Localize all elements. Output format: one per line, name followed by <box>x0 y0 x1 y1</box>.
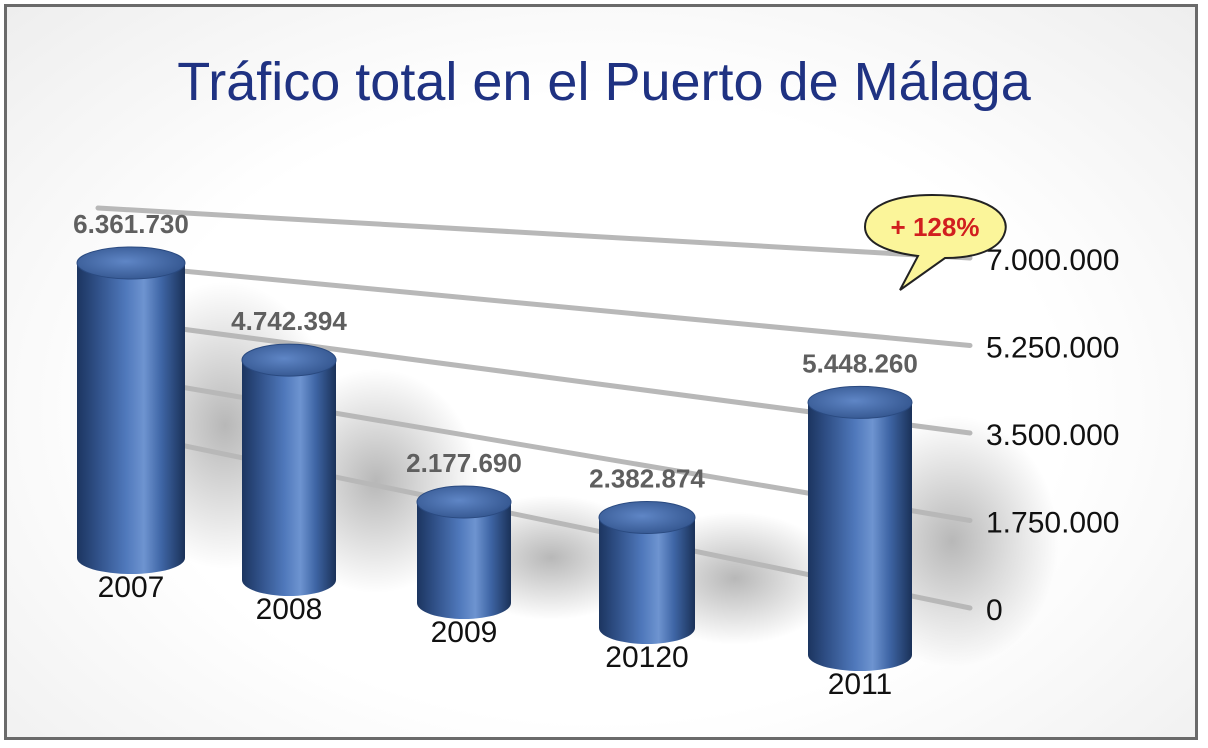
y-tick-label: 7.000.000 <box>986 244 1119 277</box>
y-tick-label: 0 <box>986 594 1003 627</box>
bar-body <box>417 502 511 619</box>
bar-top <box>76 246 186 280</box>
category-label: 2009 <box>431 616 498 649</box>
value-label: 4.742.394 <box>231 306 347 336</box>
y-tick-label: 5.250.000 <box>986 332 1119 365</box>
y-axis-ticks: 0 1.750.000 3.500.000 5.250.000 7.000.000 <box>986 244 1119 627</box>
bars <box>76 246 913 671</box>
bar-body <box>599 517 695 644</box>
bar <box>598 501 696 644</box>
value-label: 2.177.690 <box>406 448 522 478</box>
bar <box>807 385 913 671</box>
bar <box>76 246 186 574</box>
callout-text: + 128% <box>891 212 980 242</box>
category-labels: 2007 2008 2009 20120 2011 <box>98 571 893 701</box>
category-label: 2008 <box>256 593 323 626</box>
value-label: 5.448.260 <box>802 348 918 378</box>
gridline <box>95 205 973 261</box>
bar-body <box>808 402 912 671</box>
y-tick-label: 1.750.000 <box>986 507 1119 540</box>
bar-top <box>807 385 913 419</box>
bar-top <box>598 501 696 535</box>
category-label: 20120 <box>605 641 688 674</box>
bar <box>241 343 337 596</box>
bar-top <box>416 485 512 519</box>
chart-title: Tráfico total en el Puerto de Málaga <box>177 52 1031 112</box>
value-labels: 6.361.730 4.742.394 2.177.690 2.382.874 5.44… <box>73 209 918 494</box>
gridline <box>95 260 973 348</box>
value-label: 6.361.730 <box>73 209 189 239</box>
category-label: 2007 <box>98 571 165 604</box>
bar <box>416 485 512 619</box>
bar-body <box>77 263 185 574</box>
callout-bubble <box>863 193 1007 291</box>
value-label: 2.382.874 <box>589 464 705 494</box>
callout: + 128% <box>863 193 1007 291</box>
category-label: 2011 <box>828 668 893 701</box>
bar-top <box>241 343 337 377</box>
y-tick-label: 3.500.000 <box>986 419 1119 452</box>
bar-body <box>242 360 336 596</box>
